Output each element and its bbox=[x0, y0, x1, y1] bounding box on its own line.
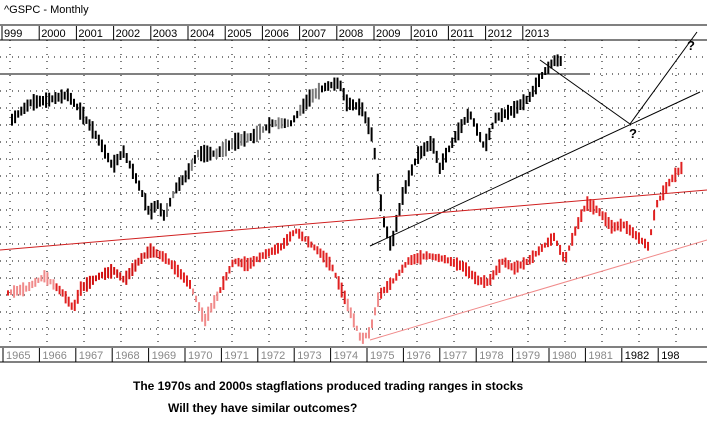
chart-title: ^GSPC - Monthly bbox=[4, 4, 89, 16]
bottom-axis-label: 1979 bbox=[516, 350, 540, 362]
bottom-axis-label: 1974 bbox=[334, 350, 358, 362]
bottom-axis-label: 1977 bbox=[443, 350, 467, 362]
top-axis-label: 2001 bbox=[78, 28, 102, 40]
bottom-axis-label: 1966 bbox=[42, 350, 66, 362]
top-axis-label: 2010 bbox=[413, 28, 437, 40]
bottom-axis-label: 1972 bbox=[261, 350, 285, 362]
bottom-axis-label: 1971 bbox=[224, 350, 248, 362]
support-trend-line bbox=[369, 91, 701, 247]
projection-down-line bbox=[539, 59, 631, 125]
bottom-axis-label: 1976 bbox=[406, 350, 430, 362]
bottom-axis-label: 1970 bbox=[188, 350, 212, 362]
top-year-axis: 999 2000 2001 2002 2003 2004 2005 2006 2007 2008 2… bbox=[0, 24, 707, 41]
top-axis-label: 2004 bbox=[190, 28, 214, 40]
bottom-axis-label: 1965 bbox=[6, 350, 30, 362]
bottom-axis-label: 1975 bbox=[370, 350, 394, 362]
bottom-axis-label: 1967 bbox=[79, 350, 103, 362]
black-price-series bbox=[11, 54, 562, 251]
top-axis-label: 2000 bbox=[41, 28, 65, 40]
bottom-year-axis: 1965 1966 1967 1968 1969 1970 1971 1972 1973 1974… bbox=[0, 346, 707, 363]
bottom-axis-label: 1973 bbox=[297, 350, 321, 362]
top-axis-label: 2013 bbox=[525, 28, 549, 40]
top-axis-label: 999 bbox=[4, 28, 22, 40]
top-axis-label: 2009 bbox=[376, 28, 400, 40]
top-axis-label: 2008 bbox=[339, 28, 363, 40]
bottom-axis-label: 198 bbox=[661, 350, 679, 362]
caption-line-1: The 1970s and 2000s stagflations produce… bbox=[133, 379, 524, 393]
bottom-axis-label: 1982 bbox=[625, 350, 649, 362]
bottom-axis-label: 1980 bbox=[552, 350, 576, 362]
bottom-axis-label: 1981 bbox=[588, 350, 612, 362]
question-mark-lower: ? bbox=[629, 126, 637, 141]
projection-up-line bbox=[629, 31, 698, 125]
top-axis-label: 2005 bbox=[227, 28, 251, 40]
red-resistance-line bbox=[0, 189, 707, 251]
top-axis-label: 2012 bbox=[488, 28, 512, 40]
top-axis-label: 2006 bbox=[264, 28, 288, 40]
caption-line-2: Will they have similar outcomes? bbox=[168, 401, 358, 415]
top-axis-label: 2007 bbox=[302, 28, 326, 40]
red-support-line bbox=[369, 239, 707, 341]
bottom-axis-label: 1969 bbox=[152, 350, 176, 362]
question-mark-upper: ? bbox=[687, 38, 695, 53]
trend-lines bbox=[0, 31, 707, 341]
red-price-series bbox=[7, 161, 683, 344]
top-axis-label: 2011 bbox=[450, 28, 474, 40]
top-axis-label: 2002 bbox=[116, 28, 140, 40]
bottom-axis-label: 1978 bbox=[479, 350, 503, 362]
top-axis-label: 2003 bbox=[153, 28, 177, 40]
bottom-axis-label: 1968 bbox=[115, 350, 139, 362]
grid-dots bbox=[0, 40, 707, 345]
